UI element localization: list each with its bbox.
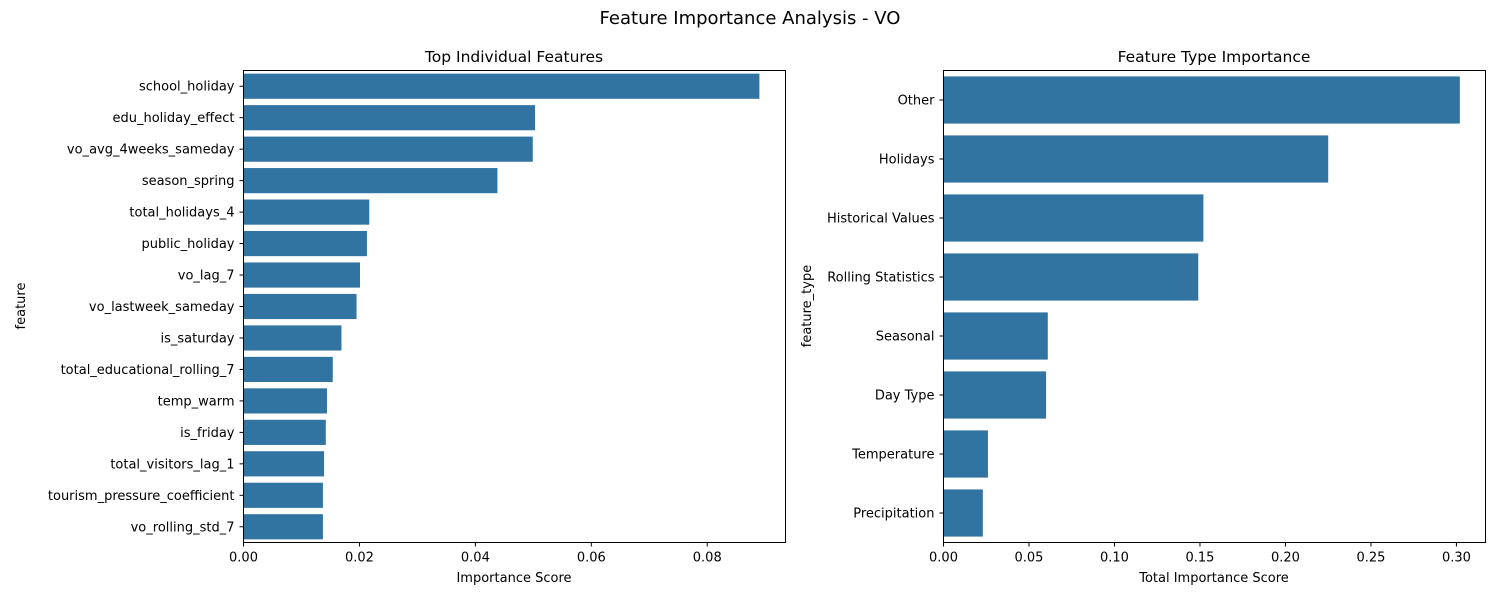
- bar-public-holiday: [243, 230, 367, 257]
- y-ticks: school_holiday edu_holiday_effect vo_avg_4…: [48, 80, 244, 535]
- y-tick-label: public_holiday: [142, 237, 235, 252]
- bar-vo-avg-4weeks-sameday: [243, 136, 533, 162]
- y-tick-label: Holidays: [879, 153, 935, 168]
- bar-total-holidays-4: [243, 199, 370, 225]
- y-tick-label: school_holiday: [139, 80, 235, 95]
- x-tick-label: 0.25: [1356, 551, 1385, 566]
- x-ticks: 0.00 0.05 0.10 0.15 0.20 0.25 0.30: [929, 542, 1471, 566]
- bar-other: [943, 76, 1460, 124]
- bar-total-educational-rolling-7: [243, 356, 333, 383]
- bar-season-spring: [243, 168, 498, 194]
- bars-layer: [243, 73, 760, 540]
- y-tick-label: total_educational_rolling_7: [61, 363, 235, 378]
- x-tick-label: 0.20: [1271, 551, 1300, 566]
- y-tick-label: Day Type: [875, 389, 935, 404]
- y-tick-label: vo_rolling_std_7: [131, 520, 235, 535]
- x-tick-label: 0.00: [929, 551, 958, 566]
- y-tick-label: edu_holiday_effect: [112, 111, 234, 126]
- y-tick-label: Other: [898, 94, 936, 109]
- y-tick-label: total_visitors_lag_1: [110, 457, 234, 472]
- bar-edu-holiday-effect: [243, 105, 536, 131]
- bars-layer: [943, 76, 1460, 537]
- bar-is-saturday: [243, 325, 342, 351]
- figure-title: Feature Importance Analysis - VO: [599, 8, 901, 29]
- y-tick-label: is_saturday: [161, 331, 235, 346]
- axes-frame: [243, 70, 786, 543]
- bar-vo-lag-7: [243, 262, 361, 288]
- bar-school-holiday: [243, 73, 760, 99]
- bar-temperature: [943, 430, 988, 478]
- y-axis-label: feature: [14, 283, 29, 330]
- x-tick-label: 0.10: [1100, 551, 1129, 566]
- y-tick-label: vo_avg_4weeks_sameday: [67, 143, 235, 158]
- y-tick-label: Rolling Statistics: [827, 271, 935, 286]
- x-tick-label: 0.15: [1185, 551, 1214, 566]
- bar-day-type: [943, 371, 1047, 419]
- y-ticks: Other Holidays Historical Values Rolling St…: [827, 94, 944, 522]
- bar-tourism-pressure-coefficient: [243, 482, 323, 508]
- x-tick-label: 0.02: [345, 551, 374, 566]
- y-tick-label: is_friday: [180, 426, 235, 441]
- chart-title: Feature Type Importance: [1118, 48, 1311, 66]
- y-axis-label: feature_type: [800, 265, 815, 347]
- x-tick-label: 0.04: [461, 551, 490, 566]
- x-axis-label: Total Importance Score: [1138, 571, 1289, 586]
- y-tick-label: vo_lag_7: [178, 269, 235, 284]
- x-axis-label: Importance Score: [456, 571, 571, 586]
- x-tick-label: 0.05: [1015, 551, 1044, 566]
- bar-is-friday: [243, 419, 326, 445]
- y-tick-label: Historical Values: [827, 212, 935, 227]
- axes-frame: [943, 70, 1486, 543]
- y-tick-label: season_spring: [142, 174, 235, 189]
- bar-vo-lastweek-sameday: [243, 293, 357, 320]
- y-tick-label: Seasonal: [876, 330, 935, 345]
- y-tick-label: tourism_pressure_coefficient: [48, 489, 235, 504]
- y-tick-label: temp_warm: [158, 394, 235, 409]
- x-tick-label: 0.00: [229, 551, 258, 566]
- x-tick-label: 0.08: [693, 551, 722, 566]
- bar-total-visitors-lag-1: [243, 451, 325, 477]
- chart-title: Top Individual Features: [424, 48, 603, 66]
- bar-precipitation: [943, 489, 983, 537]
- y-tick-label: total_holidays_4: [129, 206, 234, 221]
- x-tick-label: 0.30: [1442, 551, 1471, 566]
- x-tick-label: 0.06: [577, 551, 606, 566]
- bar-temp-warm: [243, 388, 327, 414]
- bar-historical-values: [943, 194, 1204, 242]
- bar-rolling-statistics: [943, 253, 1199, 301]
- bar-holidays: [943, 135, 1329, 183]
- y-tick-label: vo_lastweek_sameday: [89, 300, 235, 315]
- y-tick-label: Temperature: [851, 448, 934, 463]
- x-ticks: 0.00 0.02 0.04 0.06 0.08: [229, 542, 722, 566]
- bar-seasonal: [943, 312, 1048, 360]
- bar-vo-rolling-std-7: [243, 514, 323, 540]
- y-tick-label: Precipitation: [853, 507, 934, 522]
